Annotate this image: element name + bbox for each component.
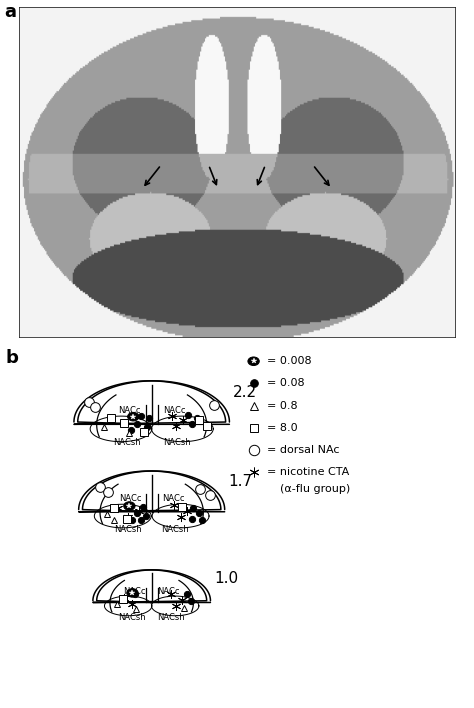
Circle shape bbox=[248, 357, 259, 365]
Text: NACsh: NACsh bbox=[113, 438, 140, 447]
Text: NACsh: NACsh bbox=[114, 525, 142, 534]
Text: NACc: NACc bbox=[123, 587, 146, 595]
Text: a: a bbox=[5, 4, 17, 21]
Circle shape bbox=[127, 588, 138, 597]
Text: NACsh: NACsh bbox=[118, 612, 146, 622]
Text: = 8.0: = 8.0 bbox=[267, 423, 298, 433]
Text: NACsh: NACsh bbox=[163, 438, 191, 447]
Text: 1.0: 1.0 bbox=[214, 571, 238, 586]
Text: = 0.8: = 0.8 bbox=[267, 401, 298, 411]
Text: NACc: NACc bbox=[163, 406, 186, 415]
Text: = 0.08: = 0.08 bbox=[267, 378, 304, 389]
Text: = dorsal NAc: = dorsal NAc bbox=[267, 445, 339, 455]
Text: NACc: NACc bbox=[162, 494, 184, 503]
Text: NACc: NACc bbox=[157, 587, 180, 595]
Text: (α-flu group): (α-flu group) bbox=[280, 484, 350, 493]
Text: = nicotine CTA: = nicotine CTA bbox=[267, 467, 349, 477]
Text: NACc: NACc bbox=[119, 494, 142, 503]
Text: b: b bbox=[6, 349, 18, 367]
Text: 2.2: 2.2 bbox=[233, 384, 257, 400]
Circle shape bbox=[128, 412, 139, 421]
Text: NACsh: NACsh bbox=[162, 525, 189, 534]
Text: NACsh: NACsh bbox=[157, 612, 185, 622]
Circle shape bbox=[124, 502, 135, 510]
Text: = 0.008: = 0.008 bbox=[267, 356, 311, 366]
Text: 1.7: 1.7 bbox=[228, 474, 253, 489]
Text: NACc: NACc bbox=[118, 406, 140, 415]
